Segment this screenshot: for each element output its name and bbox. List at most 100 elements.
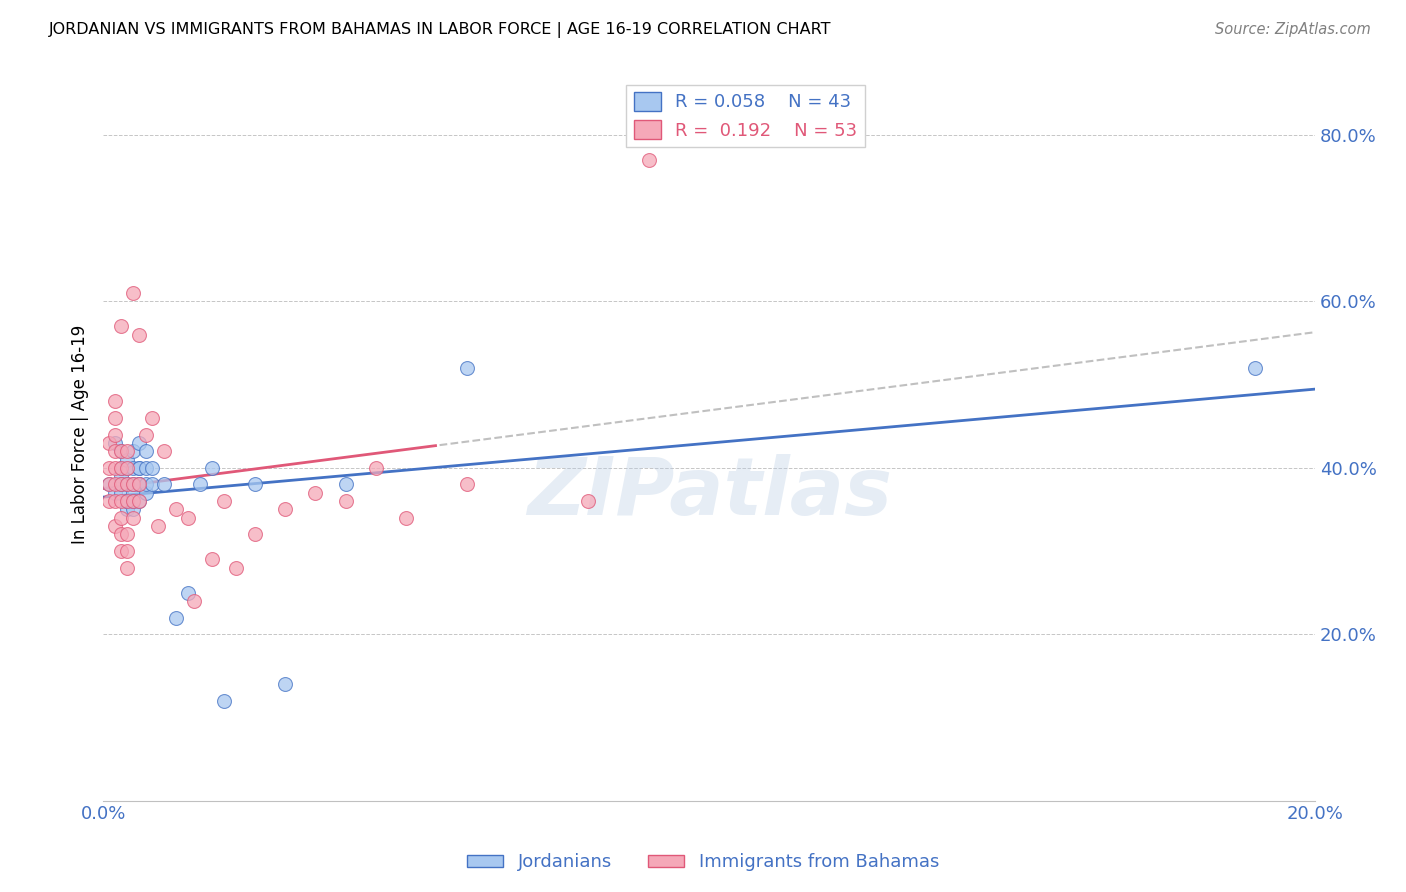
Point: [135, 444, 157, 458]
Point: [110, 460, 132, 475]
Point: [152, 477, 174, 491]
Point: [104, 485, 127, 500]
Point: [110, 485, 132, 500]
Point: [395, 510, 418, 524]
Point: [104, 394, 127, 409]
Point: [128, 494, 150, 508]
Point: [183, 594, 205, 608]
Point: [335, 477, 357, 491]
Point: [152, 444, 174, 458]
Point: [110, 460, 132, 475]
Point: [128, 477, 150, 491]
Point: [177, 585, 200, 599]
Point: [128, 460, 150, 475]
Point: [104, 427, 127, 442]
Point: [104, 460, 127, 475]
Point: [135, 460, 157, 475]
Point: [104, 494, 127, 508]
Point: [243, 477, 266, 491]
Point: [128, 477, 150, 491]
Point: [122, 485, 145, 500]
Point: [243, 527, 266, 541]
Point: [122, 286, 145, 301]
Point: [201, 552, 224, 566]
Point: [214, 494, 236, 508]
Point: [122, 502, 145, 516]
Point: [117, 460, 139, 475]
Legend: Jordanians, Immigrants from Bahamas: Jordanians, Immigrants from Bahamas: [460, 847, 946, 879]
Y-axis label: In Labor Force | Age 16-19: In Labor Force | Age 16-19: [72, 325, 89, 544]
Point: [117, 502, 139, 516]
Point: [122, 477, 145, 491]
Point: [177, 510, 200, 524]
Point: [128, 460, 150, 475]
Point: [1243, 361, 1265, 376]
Point: [104, 519, 127, 533]
Point: [117, 544, 139, 558]
Legend: R = 0.058    N = 43, R =  0.192    N = 53: R = 0.058 N = 43, R = 0.192 N = 53: [627, 85, 865, 147]
Point: [98, 436, 121, 450]
Point: [122, 494, 145, 508]
Point: [98, 460, 121, 475]
Point: [122, 494, 145, 508]
Point: [122, 510, 145, 524]
Point: [117, 527, 139, 541]
Point: [122, 444, 145, 458]
Point: [117, 560, 139, 574]
Point: [188, 477, 211, 491]
Point: [110, 527, 132, 541]
Point: [135, 485, 157, 500]
Text: ZIPatlas: ZIPatlas: [527, 454, 891, 533]
Point: [456, 477, 478, 491]
Point: [128, 477, 150, 491]
Point: [110, 494, 132, 508]
Point: [141, 477, 163, 491]
Point: [104, 411, 127, 425]
Point: [110, 510, 132, 524]
Point: [165, 502, 187, 516]
Point: [104, 436, 127, 450]
Point: [117, 477, 139, 491]
Point: [456, 361, 478, 376]
Point: [110, 544, 132, 558]
Point: [141, 460, 163, 475]
Text: JORDANIAN VS IMMIGRANTS FROM BAHAMAS IN LABOR FORCE | AGE 16-19 CORRELATION CHAR: JORDANIAN VS IMMIGRANTS FROM BAHAMAS IN …: [49, 22, 832, 38]
Point: [135, 477, 157, 491]
Point: [117, 494, 139, 508]
Point: [274, 677, 297, 691]
Point: [304, 485, 326, 500]
Point: [104, 477, 127, 491]
Point: [98, 477, 121, 491]
Point: [117, 452, 139, 467]
Point: [128, 327, 150, 342]
Point: [135, 427, 157, 442]
Point: [110, 444, 132, 458]
Point: [110, 477, 132, 491]
Point: [98, 494, 121, 508]
Point: [214, 694, 236, 708]
Point: [225, 560, 247, 574]
Point: [165, 610, 187, 624]
Text: Source: ZipAtlas.com: Source: ZipAtlas.com: [1215, 22, 1371, 37]
Point: [117, 494, 139, 508]
Point: [201, 460, 224, 475]
Point: [110, 319, 132, 334]
Point: [128, 436, 150, 450]
Point: [122, 477, 145, 491]
Point: [122, 460, 145, 475]
Point: [110, 469, 132, 483]
Point: [128, 494, 150, 508]
Point: [576, 494, 599, 508]
Point: [104, 444, 127, 458]
Point: [117, 444, 139, 458]
Point: [98, 477, 121, 491]
Point: [274, 502, 297, 516]
Point: [110, 444, 132, 458]
Point: [141, 411, 163, 425]
Point: [364, 460, 387, 475]
Point: [117, 494, 139, 508]
Point: [117, 460, 139, 475]
Point: [637, 153, 659, 167]
Point: [335, 494, 357, 508]
Point: [146, 519, 169, 533]
